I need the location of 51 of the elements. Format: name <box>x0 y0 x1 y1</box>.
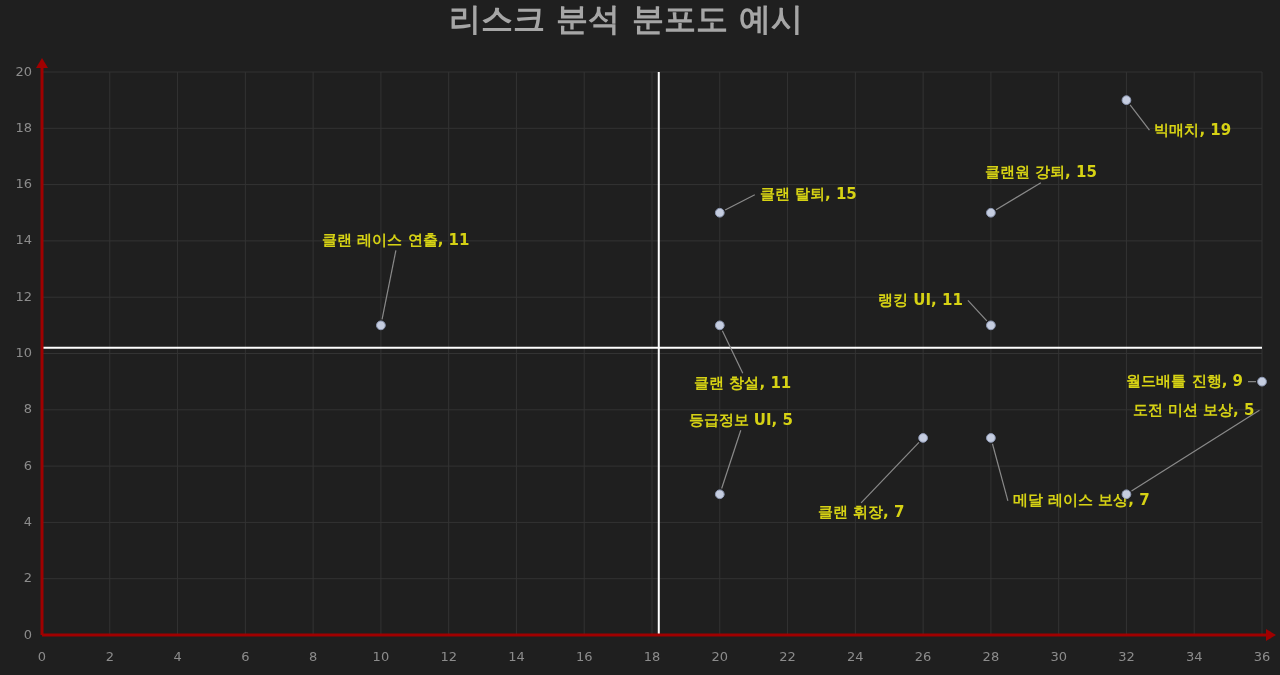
x-tick-label: 22 <box>779 649 796 664</box>
point <box>986 207 996 218</box>
x-tick-label: 6 <box>241 649 250 664</box>
y-tick-label: 18 <box>15 119 32 135</box>
x-tick-label: 36 <box>1253 649 1271 664</box>
point <box>1257 376 1267 387</box>
data-label: 클랜 탈퇴, 15 <box>759 185 857 204</box>
x-tick-label: 34 <box>1185 649 1203 664</box>
y-tick-label: 10 <box>15 345 32 360</box>
x-tick-label: 10 <box>372 649 390 664</box>
x-tick-label: 4 <box>173 649 182 664</box>
x-tick-label: 26 <box>914 649 932 664</box>
y-tick-label: 0 <box>23 626 32 642</box>
point <box>714 320 725 331</box>
point <box>714 489 725 500</box>
y-tick-label: 14 <box>15 232 32 248</box>
data-label: 클랜 레이스 연출, 11 <box>322 230 470 249</box>
y-tick-label: 2 <box>23 570 32 586</box>
x-tick-label: 2 <box>105 649 114 664</box>
y-tick-label: 6 <box>23 457 32 473</box>
y-tick-label: 16 <box>15 176 32 192</box>
y-tick-label: 4 <box>23 513 32 529</box>
chart-title: 리스크 분석 분포도 예시 <box>449 0 803 38</box>
x-tick-label: 8 <box>308 649 318 664</box>
x-tick-label: 18 <box>643 649 661 664</box>
point <box>918 433 928 443</box>
point <box>714 207 725 218</box>
x-tick-label: 28 <box>982 649 1000 664</box>
point <box>1121 95 1132 106</box>
data-label: 클랜 휘장, 7 <box>817 503 905 522</box>
point <box>986 433 996 443</box>
data-label: 도전 미션 보상, 5 <box>1132 400 1255 419</box>
x-tick-label: 16 <box>575 649 593 664</box>
data-label: 클랜원 강퇴, 15 <box>984 163 1097 182</box>
data-label: 클랜 창설, 11 <box>694 373 792 392</box>
y-tick-label: 8 <box>23 401 32 417</box>
x-tick-label: 20 <box>711 649 729 664</box>
point <box>986 320 996 331</box>
data-label: 월드배틀 진행, 9 <box>1126 372 1243 391</box>
y-tick-label: 12 <box>15 288 32 304</box>
x-tick-label: 30 <box>1050 649 1067 664</box>
x-tick-label: 14 <box>508 649 525 664</box>
data-label: 빅매치, 19 <box>1154 120 1232 139</box>
data-label: 등급정보 UI, 5 <box>688 410 793 429</box>
data-label: 랭킹 UI, 11 <box>878 290 963 309</box>
y-tick-label: 20 <box>15 63 32 79</box>
point <box>376 320 386 331</box>
x-tick-label: 0 <box>37 649 47 664</box>
x-tick-label: 12 <box>440 649 457 664</box>
x-tick-label: 32 <box>1118 649 1135 664</box>
x-tick-label: 24 <box>847 649 864 664</box>
